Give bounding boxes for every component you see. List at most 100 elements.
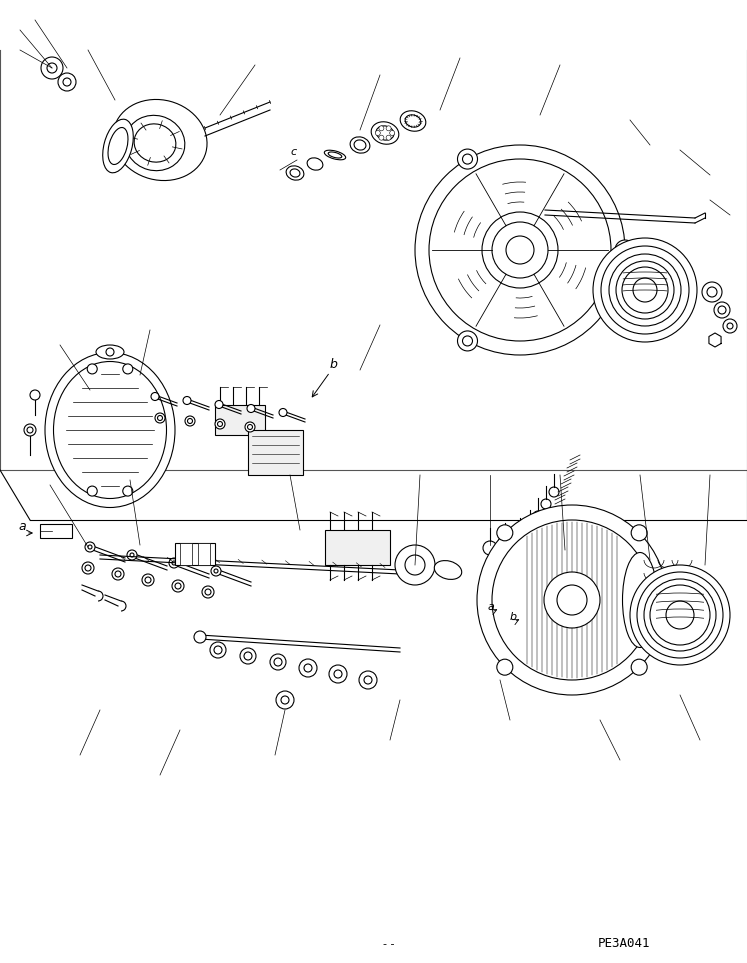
Circle shape — [202, 586, 214, 598]
Circle shape — [214, 646, 222, 654]
Ellipse shape — [108, 127, 128, 165]
Circle shape — [106, 348, 114, 356]
Circle shape — [405, 555, 425, 575]
Circle shape — [82, 562, 94, 574]
Ellipse shape — [96, 345, 124, 359]
Circle shape — [498, 536, 512, 550]
Circle shape — [616, 261, 674, 319]
Circle shape — [462, 154, 473, 164]
Circle shape — [270, 654, 286, 670]
Circle shape — [240, 648, 256, 664]
Circle shape — [142, 574, 154, 586]
Circle shape — [615, 240, 635, 260]
Circle shape — [123, 364, 133, 374]
Circle shape — [379, 126, 384, 131]
Text: PE3A041: PE3A041 — [598, 937, 651, 950]
Circle shape — [205, 589, 211, 595]
Circle shape — [85, 565, 91, 571]
Text: - -: - - — [383, 939, 394, 949]
Circle shape — [194, 631, 206, 643]
Circle shape — [151, 393, 159, 401]
Ellipse shape — [354, 140, 366, 150]
Circle shape — [492, 520, 652, 680]
Circle shape — [462, 336, 473, 346]
Circle shape — [87, 486, 97, 496]
Circle shape — [395, 545, 435, 585]
Circle shape — [483, 541, 497, 555]
Bar — [198, 543, 210, 565]
Circle shape — [714, 302, 730, 318]
Circle shape — [87, 364, 97, 374]
Circle shape — [247, 404, 255, 412]
Ellipse shape — [376, 126, 394, 141]
Circle shape — [506, 236, 534, 264]
Circle shape — [644, 579, 716, 651]
Circle shape — [85, 542, 95, 552]
Circle shape — [390, 131, 394, 136]
Circle shape — [281, 696, 289, 704]
Circle shape — [633, 278, 657, 302]
Ellipse shape — [405, 115, 421, 127]
Circle shape — [386, 126, 391, 131]
Circle shape — [47, 63, 57, 73]
Circle shape — [593, 238, 697, 342]
Circle shape — [379, 135, 384, 141]
Circle shape — [492, 222, 548, 278]
Circle shape — [41, 57, 63, 79]
Circle shape — [631, 660, 647, 675]
Text: b: b — [330, 358, 338, 371]
Circle shape — [334, 670, 342, 678]
Circle shape — [187, 419, 193, 424]
Circle shape — [274, 658, 282, 666]
Ellipse shape — [134, 124, 176, 162]
Circle shape — [457, 331, 477, 351]
Circle shape — [622, 267, 668, 313]
Circle shape — [27, 427, 33, 433]
Ellipse shape — [103, 119, 133, 172]
Text: b: b — [510, 612, 517, 622]
Circle shape — [24, 424, 36, 436]
Bar — [180, 543, 192, 565]
Circle shape — [609, 254, 681, 326]
Circle shape — [130, 553, 134, 557]
Ellipse shape — [324, 150, 346, 160]
Circle shape — [247, 425, 252, 429]
Bar — [215, 405, 265, 435]
Circle shape — [477, 505, 667, 695]
Circle shape — [276, 691, 294, 709]
Circle shape — [217, 422, 223, 427]
Circle shape — [544, 572, 600, 628]
Circle shape — [415, 145, 625, 355]
Circle shape — [279, 408, 287, 417]
Ellipse shape — [286, 166, 304, 180]
Ellipse shape — [125, 116, 185, 170]
Circle shape — [329, 665, 347, 683]
Ellipse shape — [513, 553, 531, 647]
Circle shape — [429, 159, 611, 341]
Text: c: c — [290, 147, 296, 157]
Circle shape — [63, 78, 71, 86]
Circle shape — [707, 287, 717, 297]
Bar — [175, 543, 215, 565]
Circle shape — [620, 245, 630, 255]
Circle shape — [123, 486, 133, 496]
Ellipse shape — [307, 158, 323, 170]
Circle shape — [185, 416, 195, 426]
Ellipse shape — [113, 99, 207, 180]
Circle shape — [214, 569, 218, 573]
Circle shape — [650, 585, 710, 645]
Ellipse shape — [400, 111, 426, 131]
Circle shape — [211, 566, 221, 576]
Circle shape — [172, 580, 184, 592]
Circle shape — [375, 131, 380, 136]
Circle shape — [210, 642, 226, 658]
Circle shape — [115, 571, 121, 577]
Circle shape — [541, 499, 551, 509]
Circle shape — [482, 212, 558, 288]
Circle shape — [158, 415, 163, 421]
Circle shape — [666, 601, 694, 629]
Circle shape — [172, 561, 176, 565]
Ellipse shape — [350, 137, 370, 153]
Text: a: a — [488, 602, 495, 612]
Ellipse shape — [290, 169, 300, 177]
